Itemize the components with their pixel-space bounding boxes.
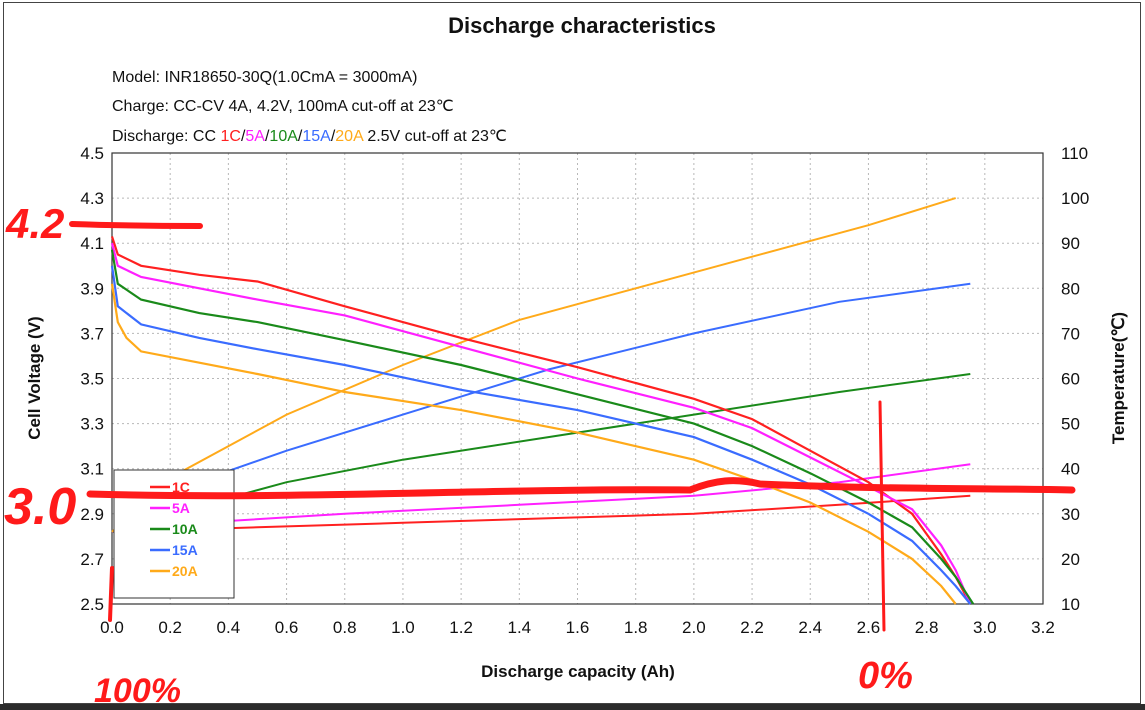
annotation-0-percent: 0% <box>858 655 913 697</box>
discharge-rate-7: / <box>331 128 336 145</box>
x-axis-label: Discharge capacity (Ah) <box>481 662 675 681</box>
y2-tick-label: 40 <box>1061 460 1080 479</box>
y-tick-label: 3.1 <box>80 460 104 479</box>
discharge-rate-3: / <box>265 128 270 145</box>
y2-tick-label: 30 <box>1061 505 1080 524</box>
x-tick-label: 1.2 <box>449 618 473 637</box>
x-tick-label: 2.6 <box>857 618 881 637</box>
y-tick-label: 2.7 <box>80 550 104 569</box>
x-tick-label: 0.8 <box>333 618 357 637</box>
y2-tick-label: 50 <box>1061 415 1080 434</box>
discharge-rate-0: 1C <box>220 128 240 145</box>
discharge-rate-2: 5A <box>245 128 265 145</box>
y-tick-label: 4.1 <box>80 234 104 253</box>
discharge-info-rates: 1C/5A/10A/15A/20A <box>220 128 364 145</box>
y-axis-label: Cell Voltage (V) <box>25 316 44 439</box>
y-tick-label: 3.5 <box>80 370 104 389</box>
y2-axis-label: Temperature(℃) <box>1109 312 1128 444</box>
model-info: Model: INR18650-30Q(1.0CmA = 3000mA) <box>112 69 417 86</box>
voltage-line-15A <box>110 265 972 605</box>
y-tick-label: 3.3 <box>80 415 104 434</box>
tick-labels: 0.0 0.2 0.4 0.6 0.8 1.0 1.2 1.4 1.6 1.8 2.0 2.2 2.4 2… <box>80 144 1089 637</box>
x-tick-label: 2.2 <box>740 618 764 637</box>
y2-tick-label: 20 <box>1061 550 1080 569</box>
x-tick-label: 2.8 <box>915 618 939 637</box>
voltage-line-1C <box>110 236 972 605</box>
y-tick-label: 3.7 <box>80 324 104 343</box>
legend-label: 15A <box>172 542 198 558</box>
discharge-rate-5: / <box>298 128 303 145</box>
discharge-info: Discharge: CC 1C/5A/10A/15A/20A 2.5V cut… <box>112 128 507 145</box>
y-tick-label: 4.3 <box>80 189 104 208</box>
temperature-line-10A <box>111 373 971 533</box>
y2-tick-label: 60 <box>1061 370 1080 389</box>
x-tick-label: 0.2 <box>158 618 182 637</box>
legend-label: 1C <box>172 479 190 495</box>
chart-title: Discharge characteristics <box>448 13 716 38</box>
x-tick-label: 0.6 <box>275 618 299 637</box>
plot-area <box>111 152 1044 605</box>
legend-box <box>113 469 235 599</box>
legend-label: 5A <box>172 500 190 516</box>
x-tick-label: 3.2 <box>1031 618 1055 637</box>
y2-tick-label: 80 <box>1061 279 1080 298</box>
x-tick-label: 0.0 <box>100 618 124 637</box>
annotation-3-0-stroke <box>86 477 1076 500</box>
x-tick-label: 2.4 <box>798 618 822 637</box>
x-tick-label: 1.6 <box>566 618 590 637</box>
grid <box>112 153 1043 604</box>
discharge-rate-4: 10A <box>269 128 298 145</box>
y2-tick-label: 10 <box>1061 595 1080 614</box>
discharge-info-suffix: 2.5V cut-off at 23℃ <box>367 128 507 145</box>
annotation-0-tick <box>878 400 886 632</box>
y-tick-label: 3.9 <box>80 279 104 298</box>
x-tick-label: 1.4 <box>507 618 531 637</box>
discharge-rate-8: 20A <box>335 128 364 145</box>
annotation-100-percent: 100% <box>94 672 181 710</box>
y-tick-label: 2.5 <box>80 595 104 614</box>
x-tick-label: 2.0 <box>682 618 706 637</box>
legend-label: 20A <box>172 563 198 579</box>
temperature-line-1C <box>111 494 971 533</box>
charge-info: Charge: CC-CV 4A, 4.2V, 100mA cut-off at… <box>112 98 454 115</box>
voltage-line-5A <box>110 242 972 605</box>
handwritten-annotations: 4.2 3.0 100% 0% <box>4 200 1076 710</box>
x-tick-label: 0.4 <box>217 618 241 637</box>
voltage-line-10A <box>110 249 975 605</box>
annotation-3-0: 3.0 <box>4 478 76 536</box>
x-tick-label: 1.8 <box>624 618 648 637</box>
legend: 1C 5A 10A 15A 20A <box>113 469 235 599</box>
series-lines <box>110 197 975 605</box>
y2-tick-label: 100 <box>1061 189 1089 208</box>
discharge-info-prefix: Discharge: CC <box>112 128 220 145</box>
y-tick-label: 4.5 <box>80 144 104 163</box>
temperature-line-20A <box>111 197 956 533</box>
discharge-rate-1: / <box>241 128 246 145</box>
bottom-bar <box>0 704 1145 710</box>
annotation-4-2-stroke <box>69 221 203 229</box>
y2-tick-label: 90 <box>1061 234 1080 253</box>
annotation-4-2: 4.2 <box>5 200 64 247</box>
legend-label: 10A <box>172 521 198 537</box>
x-tick-label: 3.0 <box>973 618 997 637</box>
y-tick-label: 2.9 <box>80 505 104 524</box>
y2-tick-label: 70 <box>1061 324 1080 343</box>
y2-tick-label: 110 <box>1061 144 1088 163</box>
discharge-rate-6: 15A <box>302 128 331 145</box>
voltage-line-20A <box>110 283 957 605</box>
x-tick-label: 1.0 <box>391 618 415 637</box>
annotation-100-tick <box>108 566 114 622</box>
